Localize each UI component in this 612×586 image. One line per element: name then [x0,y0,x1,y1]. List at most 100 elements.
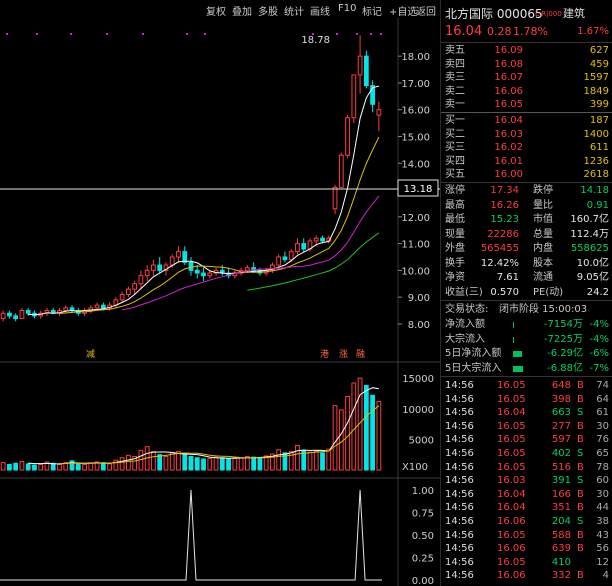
tick-row[interactable]: 14:56 16.04 351 B 44 [441,501,612,514]
signal-dot [36,33,38,35]
moving-averages [28,85,380,316]
volume-bar [288,451,294,471]
tick-row[interactable]: 14:56 16.05 402 S 65 [441,447,612,460]
mark-button[interactable]: 标记 [362,7,382,18]
tick-row[interactable]: 14:56 16.05 410 12 [441,556,612,569]
fund-flow-bar [513,365,523,372]
tick-side: S [577,407,584,419]
volume-bar [313,450,319,471]
tick-volume: 204 [551,516,571,527]
volume-bar [94,461,100,471]
volume-bar [57,463,62,471]
tick-price: 16.05 [497,434,526,446]
stat-value: 24.2 [586,286,609,298]
f10-button[interactable]: F10 [338,3,357,14]
marker-label-rong: 融 [356,349,365,360]
bid-volume: 1400 [583,128,609,140]
tick-side: B [577,502,584,514]
signal-dot [312,33,314,35]
fund-flow-bar [513,322,514,328]
back-button[interactable]: 返回 [416,7,436,18]
volume-tick-label: 10000 [402,405,434,416]
multi-stock-button[interactable]: 多股 [258,7,278,18]
tick-volume: 410 [551,556,571,568]
candle-body [0,312,6,320]
volume-axis: 5000 10000 15000 [402,374,434,446]
volume-bar [169,452,175,471]
stat-label: 市值 [533,214,553,225]
fund-flow-value: -6.88亿 [547,362,583,374]
tick-price: 16.05 [497,380,526,391]
fuquan-button[interactable]: 复权 [206,7,226,18]
tick-row[interactable]: 14:56 16.05 648 B 74 [441,379,612,392]
draw-line-button[interactable]: 画线 [310,7,330,18]
sector-button[interactable]: 建筑 [563,7,585,20]
bid-row[interactable]: 买四 16.01 1236 [441,155,612,169]
fund-flow-row: 5日大宗流入 -6.88亿 -7% [441,362,612,376]
volume-bar [113,459,119,471]
tick-volume: 332 [551,570,571,582]
volume-bar [226,458,231,471]
ask-level-label: 卖一 [445,99,465,111]
ask-row[interactable]: 卖五 16.09 627 [441,44,612,58]
tick-volume: 351 [551,502,571,514]
stats-row: 最低 15.23 市值 160.7亿 [441,213,612,227]
bid-row[interactable]: 买五 16.00 2618 [441,168,612,182]
candle-body [13,315,19,320]
stat-value: 12.42% [480,257,519,269]
volume-bar [13,462,19,471]
tick-row[interactable]: 14:56 16.04 166 B 30 [441,488,612,501]
tick-volume: 588 [551,529,571,541]
tick-count: 65 [596,448,609,459]
candle-body [270,264,275,271]
stat-label: 股本 [533,257,553,269]
tick-row[interactable]: 14:56 16.06 639 B 56 [441,542,612,555]
tick-count: 60 [596,475,609,487]
statistics-button[interactable]: 统计 [284,7,304,18]
tick-count: 30 [596,420,609,432]
tick-row[interactable]: 14:56 16.06 332 B 4 [441,569,612,582]
tick-row[interactable]: 14:56 16.05 398 B 64 [441,393,612,406]
tick-time: 14:56 [445,461,474,473]
candle-body [188,261,194,271]
bid-row[interactable]: 买一 16.04 187 [441,114,612,128]
tick-row[interactable]: 14:56 16.05 597 B 76 [441,433,612,446]
ask-row[interactable]: 卖一 16.05 399 [441,98,612,112]
candle-body [345,117,350,156]
signal-dot [70,33,72,35]
bid-row[interactable]: 买二 16.03 1400 [441,128,612,142]
tick-price: 16.04 [497,502,526,514]
candle-body [138,275,144,285]
bid-row[interactable]: 买三 16.02 611 [441,141,612,155]
stat-label: 收益(三) [445,286,483,298]
candle-body [320,237,325,242]
tick-row[interactable]: 14:56 16.05 516 B 78 [441,461,612,474]
tick-count: 61 [596,407,609,419]
ask-row[interactable]: 卖二 16.06 1849 [441,85,612,99]
overlay-button[interactable]: 叠加 [232,7,252,18]
tick-count: 76 [596,434,609,446]
tick-row[interactable]: 14:56 16.05 588 B 43 [441,529,612,542]
tick-row[interactable]: 14:56 16.03 391 S 60 [441,474,612,487]
ask-level-label: 卖二 [445,85,465,97]
ask-price: 16.05 [494,99,523,111]
tick-price: 16.05 [497,556,526,568]
tick-row[interactable]: 14:56 16.04 663 S 61 [441,406,612,419]
add-watchlist-button[interactable]: +自选 [389,7,418,18]
price-change-pct: 1.78% [513,25,548,38]
candle-body [288,251,294,261]
price-tick-label: 17.00 [401,79,430,90]
tick-side: B [577,529,584,541]
volume-bar [88,462,94,471]
tick-count: 43 [596,529,609,541]
ask-row[interactable]: 卖四 16.08 459 [441,58,612,72]
tick-row[interactable]: 14:56 16.06 204 S 38 [441,515,612,528]
price-crosshair-label: 13.18 [404,184,433,195]
ask-row[interactable]: 卖三 16.07 1597 [441,71,612,85]
kline-chart[interactable]: 8.009.0010.0011.0012.0013.0014.0015.0016… [0,0,440,586]
volume-bar [82,463,87,471]
tick-row[interactable]: 14:56 16.05 277 B 30 [441,420,612,433]
tick-time: 14:56 [445,529,474,541]
price-tick-label: 8.00 [408,320,430,331]
